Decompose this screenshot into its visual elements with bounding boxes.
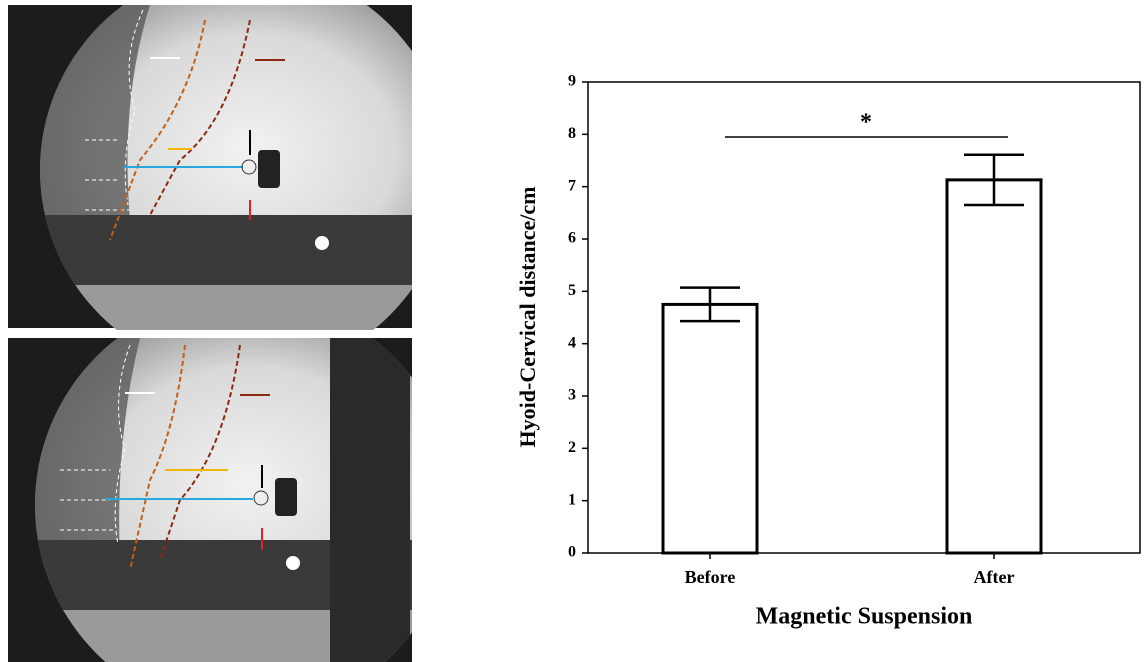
y-tick-label: 9 xyxy=(568,73,576,90)
y-tick-label: 8 xyxy=(568,125,576,142)
y-tick-label: 5 xyxy=(568,282,576,299)
y-axis-label: Hyoid-Cervical distance/cm xyxy=(515,187,540,448)
y-tick-label: 2 xyxy=(568,439,576,456)
error-bar xyxy=(964,153,1024,207)
x-tick-label: Before xyxy=(685,567,736,587)
y-tick-label: 0 xyxy=(568,544,576,561)
x-tick-label: After xyxy=(974,567,1015,587)
y-tick-label: 7 xyxy=(568,177,576,194)
y-tick-label: 4 xyxy=(568,334,576,351)
xray-before xyxy=(8,5,412,330)
xray-images xyxy=(8,5,412,662)
y-tick-label: 1 xyxy=(568,491,576,508)
y-tick-label: 6 xyxy=(568,230,576,247)
significance-label: * xyxy=(860,110,872,136)
xray-after xyxy=(8,338,412,662)
bar xyxy=(945,178,1043,555)
bar xyxy=(661,302,759,555)
error-bar xyxy=(680,286,740,323)
plot-frame xyxy=(587,81,1141,554)
y-tick-label: 3 xyxy=(568,387,576,404)
x-axis-label: Magnetic Suspension xyxy=(756,604,973,630)
